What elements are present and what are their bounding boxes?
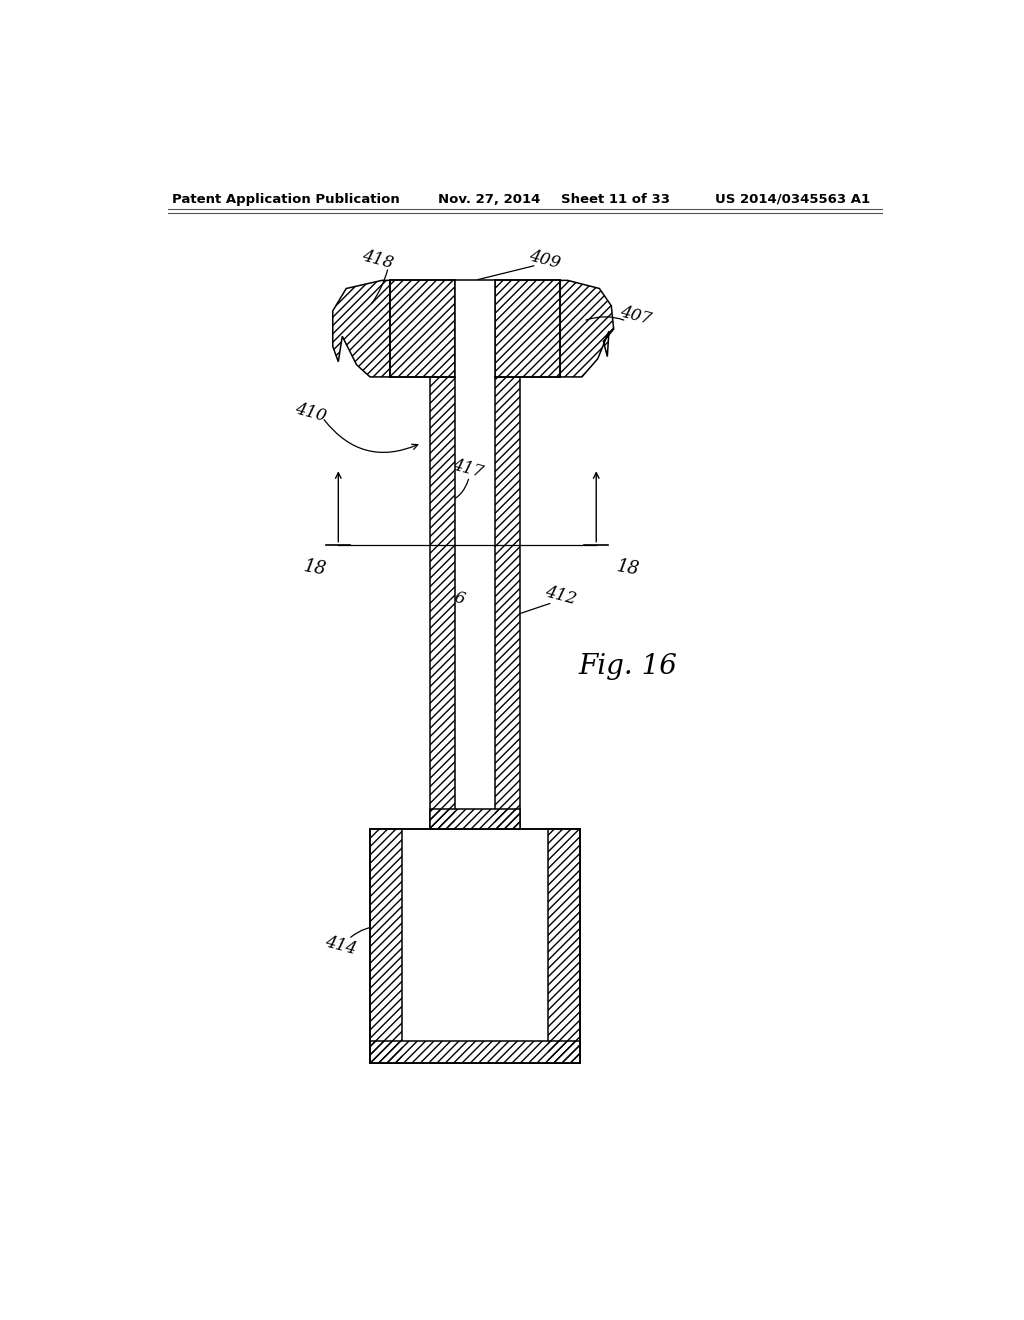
Bar — [430, 809, 520, 829]
Text: 417: 417 — [451, 457, 485, 480]
Text: 409: 409 — [527, 248, 562, 272]
Bar — [370, 1040, 580, 1063]
Text: US 2014/0345563 A1: US 2014/0345563 A1 — [715, 193, 870, 206]
Bar — [430, 378, 455, 829]
Polygon shape — [560, 280, 613, 378]
Bar — [370, 829, 401, 1063]
Text: 18: 18 — [302, 557, 328, 578]
Text: 18: 18 — [615, 557, 641, 578]
Bar — [495, 280, 560, 378]
Bar — [455, 280, 495, 378]
Bar — [370, 829, 580, 1063]
Bar — [495, 378, 520, 829]
Bar — [430, 378, 455, 829]
Bar — [390, 280, 455, 378]
Text: 407: 407 — [618, 304, 653, 329]
Bar — [495, 378, 520, 829]
Text: 412: 412 — [543, 583, 579, 607]
Text: 414: 414 — [324, 933, 358, 958]
Bar — [370, 829, 580, 1063]
Text: 416: 416 — [432, 583, 467, 607]
Text: Nov. 27, 2014: Nov. 27, 2014 — [437, 193, 540, 206]
Bar — [390, 280, 455, 378]
Text: Fig. 16: Fig. 16 — [579, 653, 678, 680]
Text: Patent Application Publication: Patent Application Publication — [172, 193, 399, 206]
Bar — [370, 829, 401, 1063]
Bar — [495, 280, 560, 378]
Bar — [430, 809, 520, 829]
Bar — [548, 829, 580, 1063]
Text: 410: 410 — [293, 400, 328, 425]
Bar — [548, 829, 580, 1063]
Bar — [370, 1040, 580, 1063]
Text: Sheet 11 of 33: Sheet 11 of 33 — [560, 193, 670, 206]
Text: 418: 418 — [360, 248, 395, 272]
Polygon shape — [333, 280, 390, 378]
